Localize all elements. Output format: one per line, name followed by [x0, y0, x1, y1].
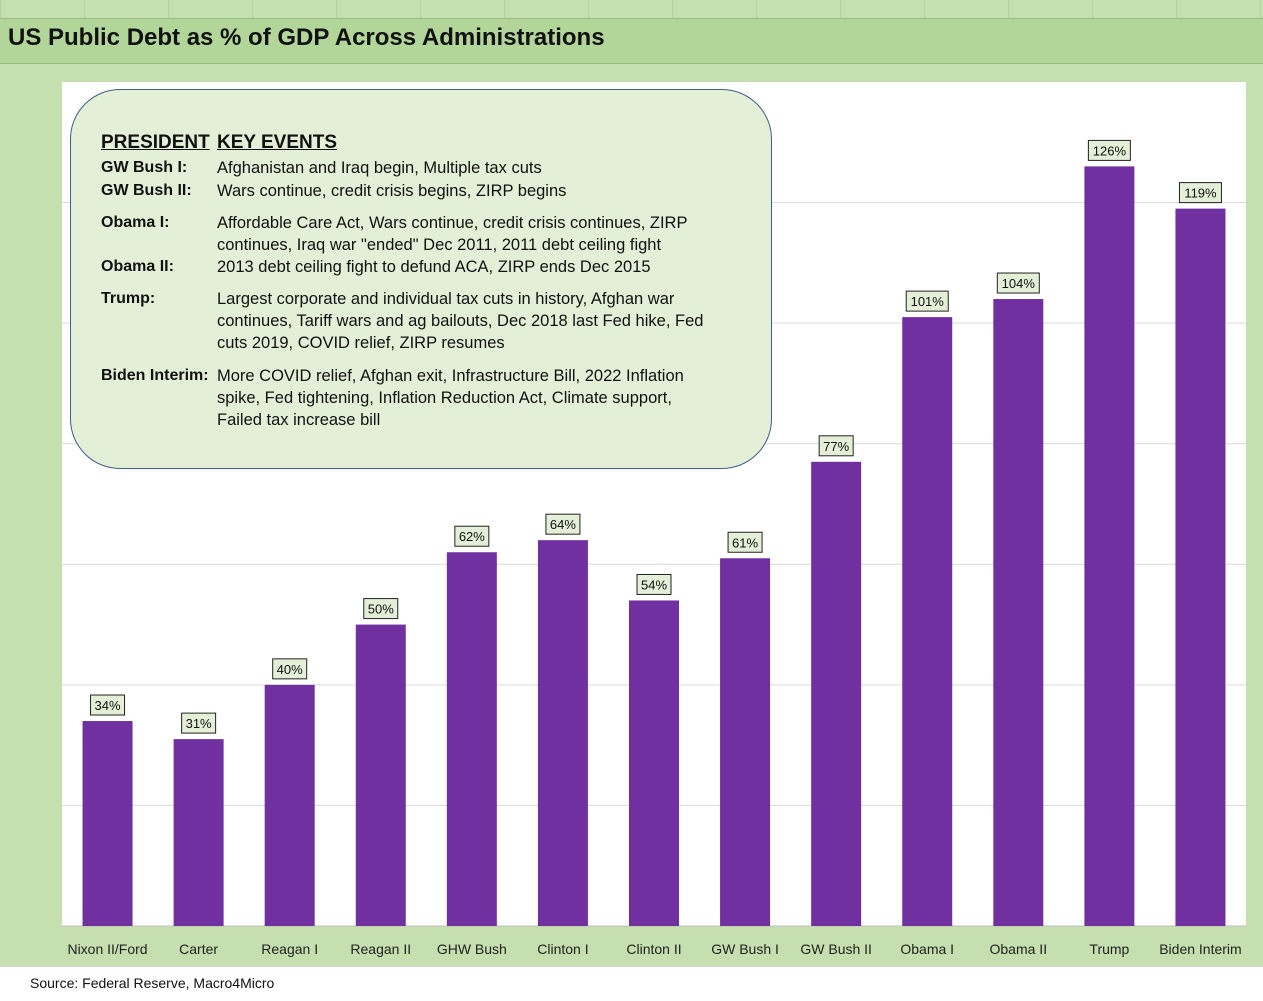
bar — [173, 739, 224, 926]
data-label: 126% — [1093, 143, 1127, 158]
data-label-box — [545, 513, 581, 535]
x-tick-label: GHW Bush — [437, 941, 507, 957]
x-tick-label: Reagan I — [261, 941, 318, 957]
events-header-president: PRESIDENT — [101, 132, 210, 153]
data-label: 77% — [823, 439, 849, 454]
data-label: 34% — [95, 698, 121, 713]
x-tick-label: Trump — [1089, 941, 1129, 957]
data-label: 61% — [732, 535, 758, 550]
data-label-box — [636, 573, 672, 595]
x-tick-label: GW Bush II — [800, 941, 872, 957]
data-label-box — [818, 435, 854, 457]
x-tick-label: Nixon II/Ford — [67, 941, 147, 957]
event-description: Afghanistan and Iraq begin, Multiple tax… — [217, 159, 542, 177]
bar — [355, 624, 406, 926]
data-label-box — [181, 712, 217, 734]
event-president-name: GW Bush II: — [101, 182, 192, 199]
bar — [1084, 166, 1135, 926]
event-president-name: Obama II: — [101, 258, 174, 275]
source-note: Source: Federal Reserve, Macro4Micro — [30, 975, 275, 991]
data-label: 104% — [1002, 276, 1036, 291]
bar — [1175, 208, 1226, 927]
data-label-box — [1178, 182, 1222, 204]
data-label: 40% — [277, 662, 303, 677]
x-tick-label: Biden Interim — [1159, 941, 1241, 957]
bar — [902, 317, 953, 927]
event-president-name: Obama I: — [101, 214, 170, 231]
data-label: 54% — [641, 577, 667, 592]
bar — [629, 600, 679, 926]
bar — [993, 299, 1044, 926]
x-tick-label: Reagan II — [350, 941, 411, 957]
x-tick-label: Obama I — [900, 941, 954, 957]
data-label-box — [363, 598, 399, 620]
x-tick-label: Clinton I — [537, 941, 588, 957]
data-label: 62% — [459, 529, 485, 544]
sheet-gridlines — [0, 0, 1263, 18]
data-label-box — [905, 290, 949, 312]
data-label-box — [727, 531, 763, 553]
events-header-key-events: KEY EVENTS — [217, 132, 338, 153]
data-label: 50% — [368, 602, 394, 617]
data-label: 119% — [1184, 186, 1217, 201]
x-tick-label: Clinton II — [626, 941, 681, 957]
x-tick-label: Carter — [179, 941, 218, 957]
data-label-box — [454, 525, 490, 547]
bar — [811, 461, 862, 926]
bar — [537, 540, 588, 926]
source-band — [0, 966, 1263, 1001]
x-tick-label: GW Bush I — [711, 941, 779, 957]
event-president-name: Biden Interim: — [101, 367, 209, 384]
event-description: Largest corporate and individual tax cut… — [217, 290, 704, 352]
event-description: More COVID relief, Afghan exit, Infrastr… — [217, 367, 684, 429]
bar-chart: 34% Nixon II/Ford 31% Carter 40% Reagan I 50% R… — [62, 139, 1246, 957]
chart-title: US Public Debt as % of GDP Across Admini… — [8, 24, 605, 51]
event-president-name: Trump: — [101, 290, 156, 307]
x-tick-label: Obama II — [990, 941, 1048, 957]
data-label-box — [996, 272, 1040, 294]
event-description: 2013 debt ceiling fight to defund ACA, Z… — [217, 258, 651, 276]
key-events-box — [70, 89, 772, 469]
event-description: Affordable Care Act, Wars continue, cred… — [217, 214, 688, 254]
bar — [264, 684, 315, 926]
data-label-box — [272, 658, 308, 680]
bar — [446, 552, 497, 926]
data-label-box — [1087, 139, 1131, 161]
data-label-box — [90, 694, 126, 716]
bar — [720, 558, 771, 926]
data-label: 101% — [911, 294, 945, 309]
data-label: 31% — [186, 716, 212, 731]
title-band — [0, 18, 1263, 64]
event-president-name: GW Bush I: — [101, 159, 188, 176]
bar — [82, 721, 133, 926]
event-description: Wars continue, credit crisis begins, ZIR… — [217, 182, 567, 200]
data-label: 64% — [550, 517, 576, 532]
